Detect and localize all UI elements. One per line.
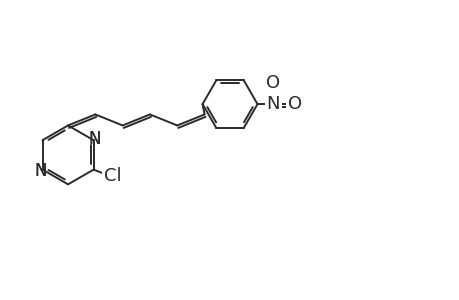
Text: N: N [35, 162, 47, 180]
Text: O: O [288, 95, 302, 113]
Text: N: N [35, 162, 47, 180]
Text: N: N [89, 130, 101, 148]
Text: O: O [266, 74, 280, 92]
Text: Cl: Cl [104, 167, 122, 184]
Text: N: N [89, 130, 101, 148]
Text: N: N [266, 95, 280, 113]
